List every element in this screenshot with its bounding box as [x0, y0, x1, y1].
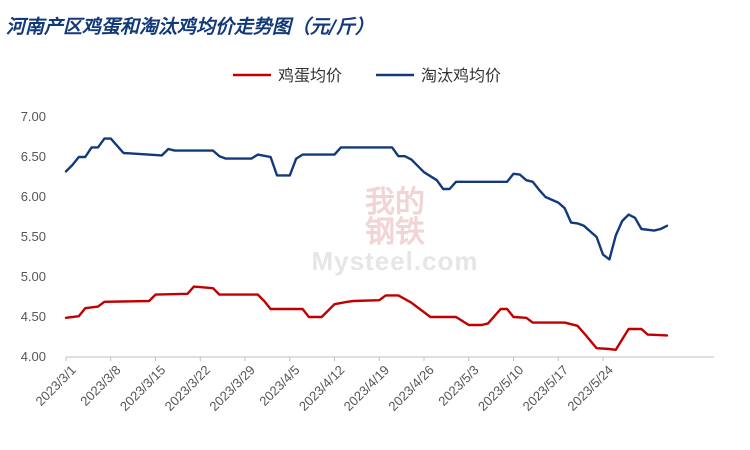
x-tick-label: 2023/4/19	[341, 362, 393, 414]
series-line-0	[64, 285, 669, 351]
x-tick-label: 2023/5/3	[435, 362, 481, 408]
series-lines	[64, 137, 669, 351]
y-tick-label: 7.00	[21, 109, 46, 124]
y-tick-label: 4.50	[21, 309, 46, 324]
legend-label: 鸡蛋均价	[278, 66, 342, 85]
chart-title: 河南产区鸡蛋和淘汰鸡均价走势图（元/斤）	[6, 16, 374, 38]
x-tick-label: 2023/5/10	[475, 362, 527, 414]
y-tick-label: 6.00	[21, 189, 46, 204]
x-tick-label: 2023/3/8	[77, 362, 123, 408]
series-line-1	[64, 137, 669, 261]
y-tick-label: 5.00	[21, 269, 46, 284]
axes: 4.004.505.005.506.006.507.002023/3/12023…	[21, 109, 714, 414]
x-tick-label: 2023/3/1	[33, 362, 79, 408]
y-tick-label: 5.50	[21, 229, 46, 244]
x-tick-label: 2023/3/29	[206, 362, 258, 414]
legend-label: 淘汰鸡均价	[421, 66, 501, 85]
x-tick-label: 2023/5/17	[520, 362, 572, 414]
legend: 鸡蛋均价 淘汰鸡均价	[233, 66, 501, 85]
x-tick-label: 2023/3/15	[117, 362, 169, 414]
x-tick-label: 2023/4/26	[385, 362, 437, 414]
x-tick-label: 2023/5/24	[564, 362, 616, 414]
x-tick-label: 2023/4/5	[256, 362, 302, 408]
y-tick-label: 6.50	[21, 149, 46, 164]
x-tick-label: 2023/4/12	[296, 362, 348, 414]
y-tick-label: 4.00	[21, 349, 46, 364]
x-tick-label: 2023/3/22	[162, 362, 214, 414]
